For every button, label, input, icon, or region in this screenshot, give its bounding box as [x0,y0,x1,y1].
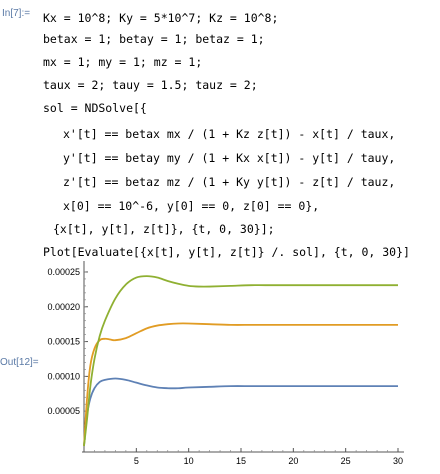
series-line-2 [83,322,398,447]
code-line: betax = 1; betay = 1; betaz = 1; [43,32,265,46]
code-line: x'[t] == betax mx / (1 + Kz z[t]) - x[t]… [63,127,396,141]
y-tick-label: 0.00020 [47,302,80,312]
y-tick-label: 0.00010 [47,371,80,381]
x-tick-label: 25 [341,456,351,466]
code-line: sol = NDSolve[{ [43,101,147,115]
code-line: z'[t] == betaz mz / (1 + Ky y[t]) - z[t]… [63,175,396,189]
code-line: {x[t], y[t], z[t]}, {t, 0, 30}]; [53,222,275,236]
y-tick-label: 0.00015 [47,337,80,347]
x-tick-label: 20 [288,456,298,466]
plot-output[interactable]: 0.00005 0.00010 0.00015 0.00020 0.00025 5 10 15… [30,258,440,470]
code-line: mx = 1; my = 1; mz = 1; [43,55,203,69]
line-plot: 0.00005 0.00010 0.00015 0.00020 0.00025 5 10 15… [47,261,404,466]
x-tick-label: 5 [134,456,139,466]
input-cell-label: In[7]:= [2,8,31,19]
y-tick-label: 0.00025 [47,267,80,277]
output-cell-label: Out[12]= [0,357,39,368]
series-line-1 [83,377,398,446]
series-line-3 [83,275,398,447]
code-line: y'[t] == betay my / (1 + Kx x[t]) - y[t]… [63,151,396,165]
x-tick-label: 15 [236,456,246,466]
code-line: Plot[Evaluate[{x[t], y[t], z[t]} /. sol]… [43,245,410,259]
code-line: Kx = 10^8; Ky = 5*10^7; Kz = 10^8; [43,11,279,25]
x-tick-label: 30 [393,456,403,466]
code-line: taux = 2; tauy = 1.5; tauz = 2; [43,78,258,92]
code-line: x[0] == 10^-6, y[0] == 0, z[0] == 0}, [63,199,320,213]
y-tick-label: 0.00005 [47,406,80,416]
x-tick-label: 10 [184,456,194,466]
